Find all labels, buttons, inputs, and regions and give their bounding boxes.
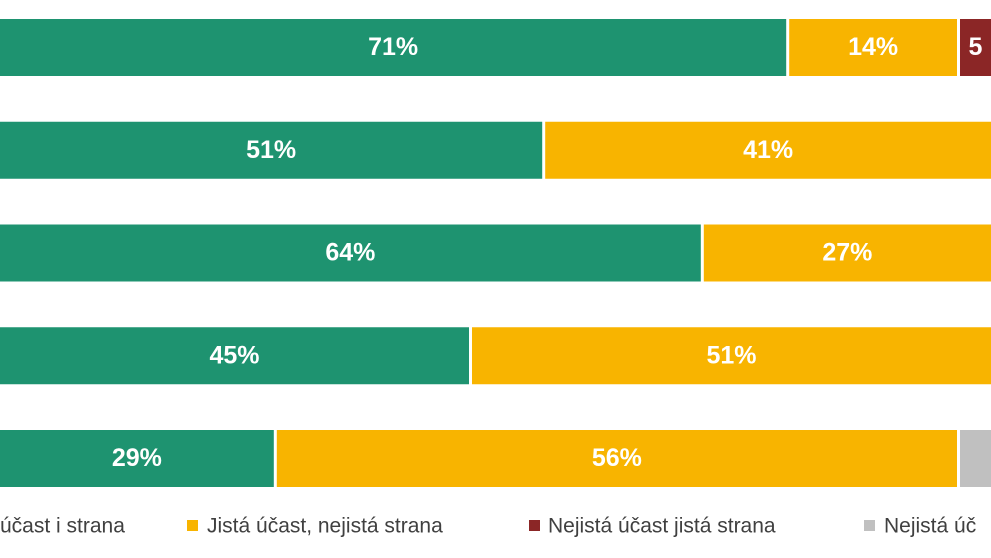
bar-segment bbox=[276, 430, 957, 487]
data-label: 71% bbox=[368, 33, 418, 61]
data-label: 5 bbox=[969, 33, 983, 61]
bar-segment bbox=[545, 121, 991, 179]
bar-segment bbox=[472, 327, 991, 385]
data-label: 14% bbox=[848, 33, 898, 61]
bar-segment bbox=[789, 19, 957, 76]
data-label: 29% bbox=[112, 444, 162, 472]
bar-segment bbox=[960, 19, 991, 76]
data-label: 41% bbox=[743, 136, 793, 164]
legend-label: Nejistá účast jistá strana bbox=[548, 515, 776, 538]
data-label: 45% bbox=[209, 341, 259, 369]
legend-swatch bbox=[187, 520, 198, 531]
data-label: 51% bbox=[706, 341, 756, 369]
data-label: 51% bbox=[246, 136, 296, 164]
legend-label: Nejistá úč bbox=[884, 515, 976, 538]
legend-label: účast i strana bbox=[0, 515, 125, 538]
bar-segment bbox=[703, 224, 991, 282]
data-label: 27% bbox=[822, 239, 872, 267]
bar-segment bbox=[0, 224, 701, 282]
bar-segment bbox=[0, 121, 543, 179]
bar-segment bbox=[0, 430, 274, 487]
legend-label: Jistá účast, nejistá strana bbox=[207, 515, 443, 538]
legend-swatch bbox=[864, 520, 875, 531]
bar-segment bbox=[960, 430, 991, 487]
data-label: 56% bbox=[592, 444, 642, 472]
bar-segment bbox=[0, 327, 469, 385]
data-label: 64% bbox=[325, 239, 375, 267]
legend-swatch bbox=[529, 520, 540, 531]
bar-segment bbox=[0, 19, 787, 76]
